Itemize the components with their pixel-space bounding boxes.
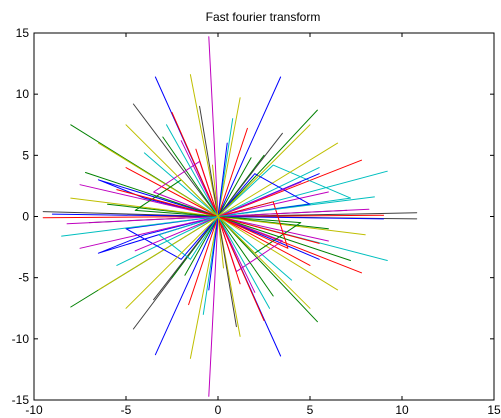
series-line-8 xyxy=(97,173,320,260)
x-tick-label: 10 xyxy=(395,403,409,417)
y-tick-label: -5 xyxy=(18,271,29,285)
y-tick-label: -15 xyxy=(12,393,30,407)
y-axis-ticks: -15 -10 -5 0 5 10 15 xyxy=(12,26,494,407)
y-tick-label: 5 xyxy=(22,148,29,162)
x-tick-label: 15 xyxy=(487,403,501,417)
chart-title: Fast fourier transform xyxy=(206,10,321,24)
series-line-3 xyxy=(42,103,418,330)
x-tick-label: 0 xyxy=(215,403,222,417)
series-lines xyxy=(42,36,418,397)
x-tick-label: 5 xyxy=(307,403,314,417)
x-tick-label: -10 xyxy=(25,403,43,417)
series-line-17 xyxy=(85,157,351,276)
series-line-19 xyxy=(61,124,375,309)
x-tick-label: -5 xyxy=(121,403,132,417)
x-axis-ticks: -10 -5 0 5 10 15 xyxy=(25,33,501,417)
series-line-20 xyxy=(125,124,311,309)
y-tick-label: 10 xyxy=(16,87,30,101)
y-tick-label: 15 xyxy=(16,26,30,40)
y-tick-label: -10 xyxy=(12,332,30,346)
y-tick-label: 0 xyxy=(22,210,29,224)
